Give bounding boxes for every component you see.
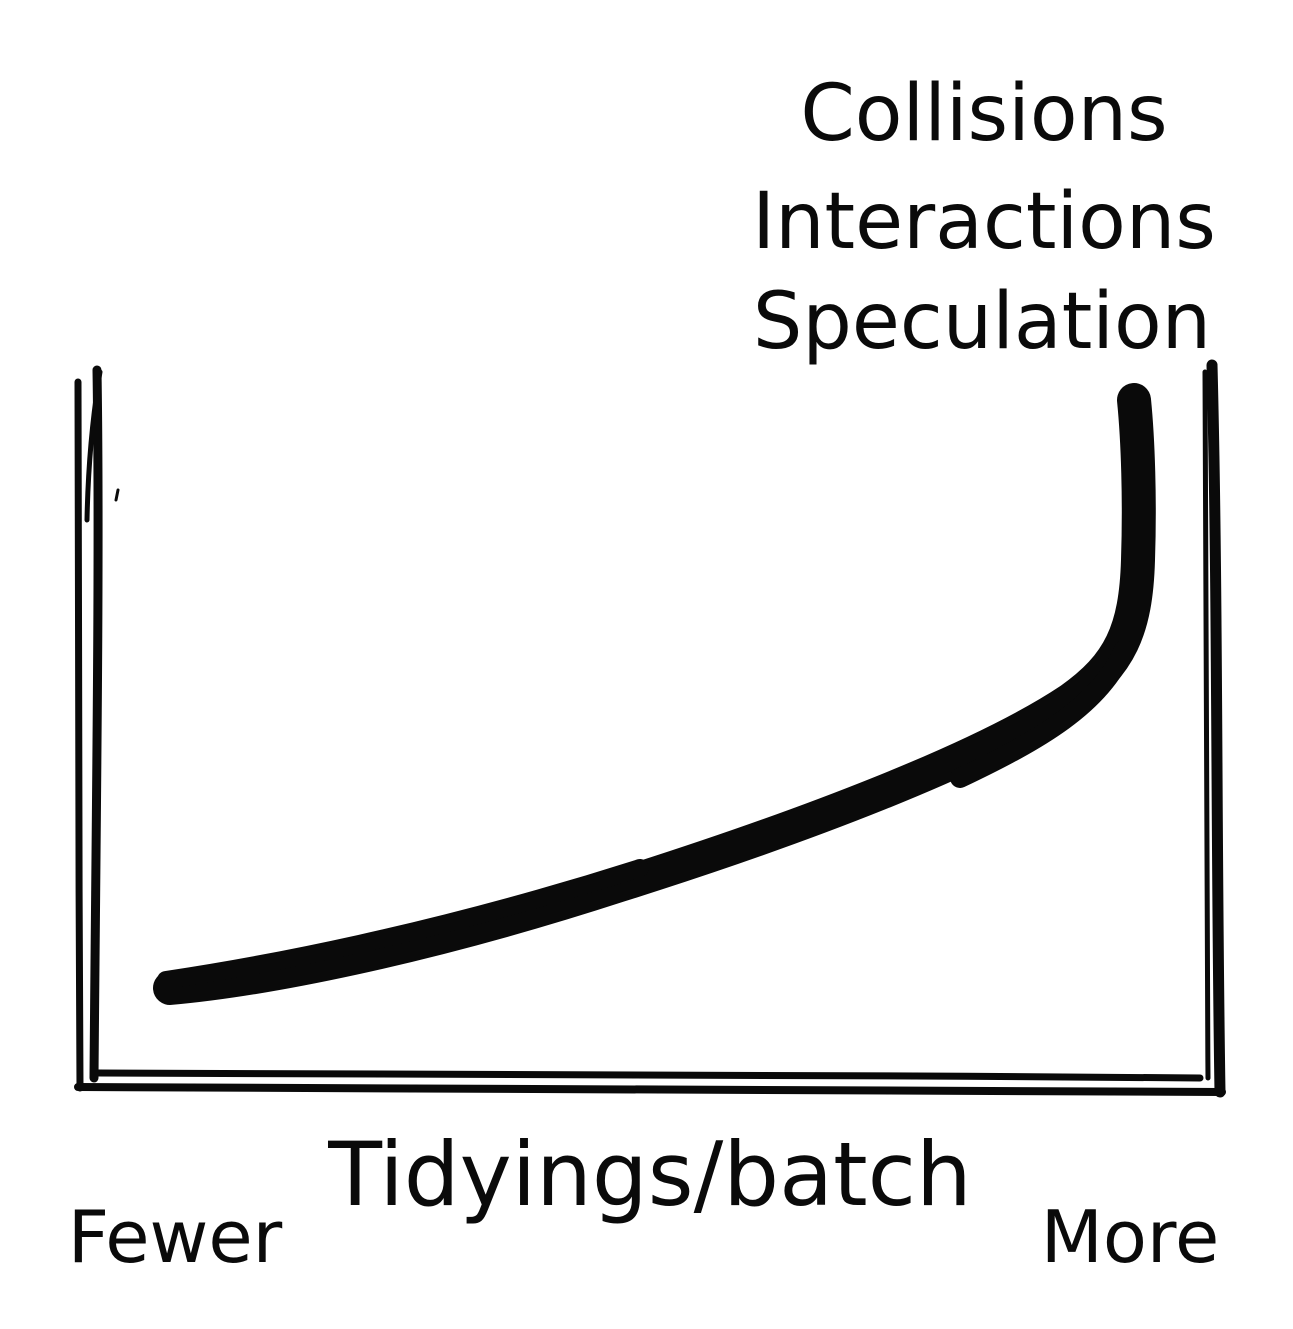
curve-label-collisions: Collisions bbox=[800, 69, 1167, 159]
x-axis-title: Tidyings/batch bbox=[327, 1123, 971, 1226]
right-axis bbox=[1202, 359, 1226, 1098]
x-axis-min-label: Fewer bbox=[68, 1195, 283, 1279]
x-axis-max-label: More bbox=[1041, 1195, 1220, 1279]
curve-label-speculation: Speculation bbox=[753, 277, 1211, 367]
left-axis bbox=[74, 365, 120, 1092]
bottom-axis bbox=[74, 1069, 1226, 1096]
growth-curve bbox=[153, 383, 1156, 1005]
curve-label-interactions: Interactions bbox=[752, 177, 1216, 267]
